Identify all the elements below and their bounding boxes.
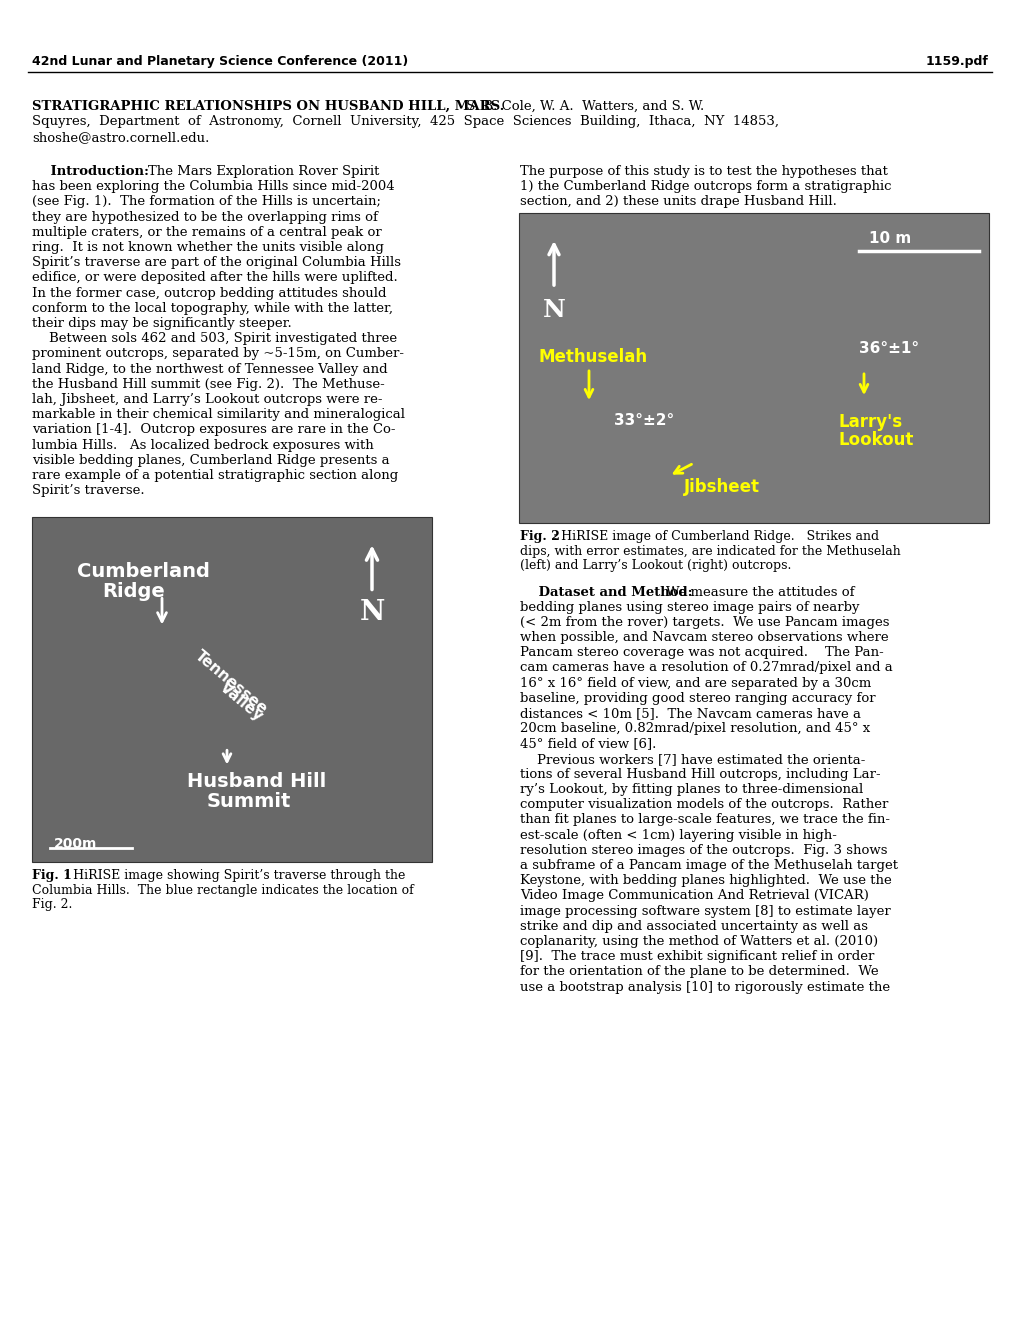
Text: 10 m: 10 m: [868, 231, 910, 246]
Text: cam cameras have a resolution of 0.27mrad/pixel and a: cam cameras have a resolution of 0.27mra…: [520, 661, 892, 675]
Text: [9].  The trace must exhibit significant relief in order: [9]. The trace must exhibit significant …: [520, 950, 873, 964]
Text: N: N: [359, 599, 384, 627]
Text: variation [1-4].  Outcrop exposures are rare in the Co-: variation [1-4]. Outcrop exposures are r…: [32, 424, 395, 437]
Text: Husband Hill: Husband Hill: [186, 772, 326, 792]
Text: 1159.pdf: 1159.pdf: [924, 55, 987, 69]
Text: The purpose of this study is to test the hypotheses that: The purpose of this study is to test the…: [520, 165, 887, 178]
Text: Dataset and Method:: Dataset and Method:: [520, 586, 701, 598]
Text: dips, with error estimates, are indicated for the Methuselah: dips, with error estimates, are indicate…: [520, 544, 900, 557]
Text: In the former case, outcrop bedding attitudes should: In the former case, outcrop bedding atti…: [32, 286, 386, 300]
Text: Jibsheet: Jibsheet: [684, 478, 759, 496]
Text: bedding planes using stereo image pairs of nearby: bedding planes using stereo image pairs …: [520, 601, 859, 614]
Text: has been exploring the Columbia Hills since mid-2004: has been exploring the Columbia Hills si…: [32, 181, 394, 193]
Text: 42nd Lunar and Planetary Science Conference (2011): 42nd Lunar and Planetary Science Confere…: [32, 55, 408, 69]
Text: edifice, or were deposited after the hills were uplifted.: edifice, or were deposited after the hil…: [32, 272, 397, 284]
Text: Pancam stereo coverage was not acquired.    The Pan-: Pancam stereo coverage was not acquired.…: [520, 647, 882, 659]
Text: 45° field of view [6].: 45° field of view [6].: [520, 738, 656, 751]
Text: est-scale (often < 1cm) layering visible in high-: est-scale (often < 1cm) layering visible…: [520, 829, 836, 842]
Text: Cumberland: Cumberland: [76, 562, 210, 581]
Text: S. B. Cole, W. A.  Watters, and S. W.: S. B. Cole, W. A. Watters, and S. W.: [462, 100, 703, 114]
Text: Video Image Communication And Retrieval (VICAR): Video Image Communication And Retrieval …: [520, 890, 868, 903]
Text: Summit: Summit: [207, 792, 291, 812]
Text: prominent outcrops, separated by ~5-15m, on Cumber-: prominent outcrops, separated by ~5-15m,…: [32, 347, 404, 360]
Text: ring.  It is not known whether the units visible along: ring. It is not known whether the units …: [32, 242, 383, 253]
Text: N: N: [542, 298, 565, 322]
Text: : HiRISE image showing Spirit’s traverse through the: : HiRISE image showing Spirit’s traverse…: [65, 870, 405, 882]
Text: Larry's: Larry's: [839, 413, 902, 432]
Text: 20cm baseline, 0.82mrad/pixel resolution, and 45° x: 20cm baseline, 0.82mrad/pixel resolution…: [520, 722, 869, 735]
Text: computer visualization models of the outcrops.  Rather: computer visualization models of the out…: [520, 799, 888, 812]
Text: use a bootstrap analysis [10] to rigorously estimate the: use a bootstrap analysis [10] to rigorou…: [520, 981, 890, 994]
Text: section, and 2) these units drape Husband Hill.: section, and 2) these units drape Husban…: [520, 195, 836, 209]
Text: STRATIGRAPHIC RELATIONSHIPS ON HUSBAND HILL, MARS.: STRATIGRAPHIC RELATIONSHIPS ON HUSBAND H…: [32, 100, 503, 114]
Text: Keystone, with bedding planes highlighted.  We use the: Keystone, with bedding planes highlighte…: [520, 874, 891, 887]
Text: (left) and Larry’s Lookout (right) outcrops.: (left) and Larry’s Lookout (right) outcr…: [520, 558, 791, 572]
Text: Previous workers [7] have estimated the orienta-: Previous workers [7] have estimated the …: [520, 752, 864, 766]
Text: Tennessee: Tennessee: [192, 647, 270, 717]
Text: The Mars Exploration Rover Spirit: The Mars Exploration Rover Spirit: [148, 165, 379, 178]
Text: image processing software system [8] to estimate layer: image processing software system [8] to …: [520, 904, 890, 917]
Text: 1) the Cumberland Ridge outcrops form a stratigraphic: 1) the Cumberland Ridge outcrops form a …: [520, 181, 891, 193]
Text: tions of several Husband Hill outcrops, including Lar-: tions of several Husband Hill outcrops, …: [520, 768, 879, 781]
Text: 36°±1°: 36°±1°: [858, 341, 918, 356]
Text: 16° x 16° field of view, and are separated by a 30cm: 16° x 16° field of view, and are separat…: [520, 677, 870, 689]
Text: a subframe of a Pancam image of the Methuselah target: a subframe of a Pancam image of the Meth…: [520, 859, 897, 873]
Text: 200m: 200m: [54, 837, 97, 851]
Text: We measure the attitudes of: We measure the attitudes of: [665, 586, 854, 598]
Text: Fig. 2.: Fig. 2.: [32, 899, 72, 911]
Text: Ridge: Ridge: [102, 582, 165, 602]
Text: Introduction:: Introduction:: [32, 165, 158, 178]
Text: Spirit’s traverse are part of the original Columbia Hills: Spirit’s traverse are part of the origin…: [32, 256, 400, 269]
Text: (< 2m from the rover) targets.  We use Pancam images: (< 2m from the rover) targets. We use Pa…: [520, 616, 889, 628]
Text: Fig. 1: Fig. 1: [32, 870, 71, 882]
Text: for the orientation of the plane to be determined.  We: for the orientation of the plane to be d…: [520, 965, 877, 978]
Text: Spirit’s traverse.: Spirit’s traverse.: [32, 484, 145, 498]
Text: strike and dip and associated uncertainty as well as: strike and dip and associated uncertaint…: [520, 920, 867, 933]
Text: distances < 10m [5].  The Navcam cameras have a: distances < 10m [5]. The Navcam cameras …: [520, 708, 860, 721]
Text: Valley: Valley: [217, 680, 266, 725]
Text: their dips may be significantly steeper.: their dips may be significantly steeper.: [32, 317, 291, 330]
Text: rare example of a potential stratigraphic section along: rare example of a potential stratigraphi…: [32, 469, 397, 482]
Text: they are hypothesized to be the overlapping rims of: they are hypothesized to be the overlapp…: [32, 211, 377, 223]
Text: the Husband Hill summit (see Fig. 2).  The Methuse-: the Husband Hill summit (see Fig. 2). Th…: [32, 378, 384, 391]
Text: baseline, providing good stereo ranging accuracy for: baseline, providing good stereo ranging …: [520, 692, 874, 705]
Text: shoshe@astro.cornell.edu.: shoshe@astro.cornell.edu.: [32, 131, 209, 144]
Bar: [32, 517, 432, 862]
Text: land Ridge, to the northwest of Tennessee Valley and: land Ridge, to the northwest of Tennesse…: [32, 363, 387, 376]
Text: resolution stereo images of the outcrops.  Fig. 3 shows: resolution stereo images of the outcrops…: [520, 843, 887, 857]
Text: 33°±2°: 33°±2°: [613, 413, 674, 428]
Text: when possible, and Navcam stereo observations where: when possible, and Navcam stereo observa…: [520, 631, 888, 644]
Text: Between sols 462 and 503, Spirit investigated three: Between sols 462 and 503, Spirit investi…: [32, 333, 396, 346]
Text: coplanarity, using the method of Watters et al. (2010): coplanarity, using the method of Watters…: [520, 935, 877, 948]
Text: markable in their chemical similarity and mineralogical: markable in their chemical similarity an…: [32, 408, 405, 421]
Text: Columbia Hills.  The blue rectangle indicates the location of: Columbia Hills. The blue rectangle indic…: [32, 884, 414, 896]
Text: Fig. 2: Fig. 2: [520, 531, 559, 543]
Text: : HiRISE image of Cumberland Ridge.   Strikes and: : HiRISE image of Cumberland Ridge. Stri…: [552, 531, 878, 543]
Text: than fit planes to large-scale features, we trace the fin-: than fit planes to large-scale features,…: [520, 813, 890, 826]
Text: ry’s Lookout, by fitting planes to three-dimensional: ry’s Lookout, by fitting planes to three…: [520, 783, 862, 796]
Text: conform to the local topography, while with the latter,: conform to the local topography, while w…: [32, 302, 392, 314]
Text: (see Fig. 1).  The formation of the Hills is uncertain;: (see Fig. 1). The formation of the Hills…: [32, 195, 381, 209]
Text: Squyres,  Department  of  Astronomy,  Cornell  University,  425  Space  Sciences: Squyres, Department of Astronomy, Cornel…: [32, 116, 779, 128]
Text: multiple craters, or the remains of a central peak or: multiple craters, or the remains of a ce…: [32, 226, 381, 239]
Text: Methuselah: Methuselah: [538, 348, 647, 366]
Text: lumbia Hills.   As localized bedrock exposures with: lumbia Hills. As localized bedrock expos…: [32, 438, 373, 451]
Text: Lookout: Lookout: [839, 432, 913, 449]
Text: visible bedding planes, Cumberland Ridge presents a: visible bedding planes, Cumberland Ridge…: [32, 454, 389, 467]
Text: lah, Jibsheet, and Larry’s Lookout outcrops were re-: lah, Jibsheet, and Larry’s Lookout outcr…: [32, 393, 382, 407]
Bar: [519, 213, 988, 523]
